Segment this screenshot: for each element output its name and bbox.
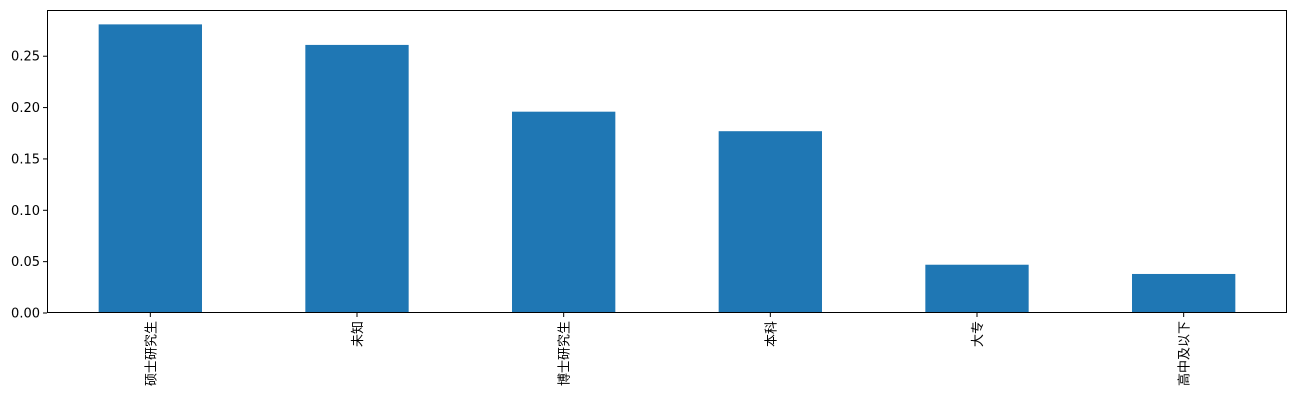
y-tick-label-3: 0.15 [11,152,40,167]
x-tick-label-4: 大专 [971,321,986,347]
y-tick-label-0: 0.00 [11,307,40,322]
plot-frame [47,10,1287,313]
x-tick-label-1: 未知 [350,321,366,347]
x-tick-label-0: 硕士研究生 [144,321,159,386]
bar-0 [98,24,202,313]
bar-1 [305,44,409,314]
y-axis: 0.00 0.05 0.10 0.15 0.20 0.25 [11,50,47,322]
x-tick-label-5: 高中及以下 [1177,321,1193,386]
x-axis: 硕士研究生 未知 博士研究生 本科 大专 高中及以下 [144,313,1193,386]
bar-2 [512,111,616,313]
bar-5 [1132,273,1236,313]
y-tick-label-1: 0.05 [11,255,40,270]
y-tick-label-5: 0.25 [11,50,40,65]
bar-3 [718,131,822,313]
bars-group [98,24,1236,314]
bar-4 [925,264,1029,313]
x-tick-label-3: 本科 [764,321,779,347]
x-tick-label-2: 博士研究生 [558,321,573,386]
y-tick-label-2: 0.10 [11,204,40,219]
y-tick-label-4: 0.20 [11,101,40,116]
